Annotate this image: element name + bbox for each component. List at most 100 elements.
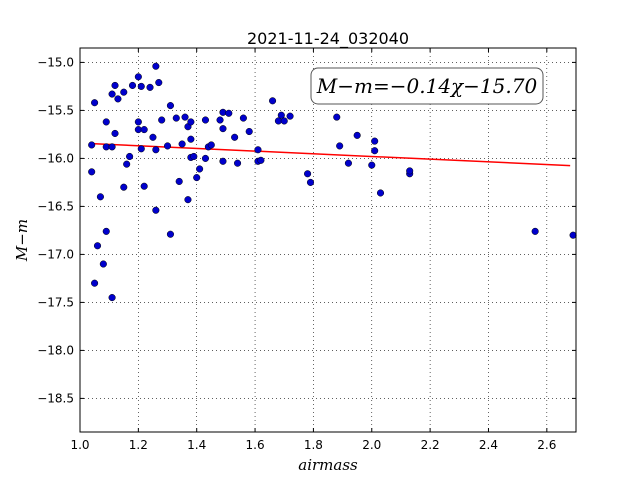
data-point bbox=[152, 206, 160, 214]
data-point bbox=[201, 154, 210, 162]
data-point bbox=[140, 182, 148, 190]
data-point bbox=[353, 131, 361, 139]
data-point bbox=[531, 227, 539, 235]
data-point bbox=[196, 165, 204, 173]
data-point bbox=[152, 146, 160, 154]
fit-annotation: M−m=−0.14χ−15.70 bbox=[310, 67, 544, 105]
y-tick-label: −16.0 bbox=[37, 151, 74, 165]
data-point bbox=[88, 168, 96, 176]
data-point bbox=[219, 108, 227, 116]
data-point bbox=[225, 109, 233, 117]
data-point bbox=[286, 112, 294, 120]
fit-line bbox=[91, 142, 571, 167]
data-point bbox=[146, 83, 154, 91]
data-point bbox=[166, 102, 174, 110]
data-point bbox=[193, 174, 201, 182]
data-point bbox=[231, 133, 239, 141]
y-axis-label: M−m bbox=[13, 219, 31, 262]
grid-lines bbox=[79, 48, 576, 432]
data-point bbox=[120, 88, 128, 96]
data-point bbox=[128, 81, 137, 89]
x-tick-label: 1.2 bbox=[129, 438, 148, 452]
x-tick-label: 1.0 bbox=[70, 438, 89, 452]
data-point bbox=[166, 230, 174, 238]
data-point bbox=[96, 193, 104, 201]
data-point bbox=[207, 141, 215, 149]
data-point bbox=[368, 161, 376, 169]
data-point bbox=[254, 146, 262, 154]
data-point bbox=[187, 135, 195, 143]
data-point bbox=[306, 178, 315, 186]
data-points bbox=[88, 62, 577, 302]
data-point bbox=[190, 152, 198, 161]
data-point bbox=[163, 142, 172, 150]
annotation-text: M−m=−0.14χ−15.70 bbox=[316, 74, 538, 98]
data-point bbox=[134, 73, 142, 81]
data-point bbox=[140, 126, 148, 134]
data-point bbox=[178, 140, 186, 148]
chart-title: 2021-11-24_032040 bbox=[247, 29, 409, 49]
data-point bbox=[93, 242, 102, 250]
plot-frame bbox=[79, 47, 577, 433]
x-tick-label: 1.4 bbox=[187, 438, 206, 452]
annotation-box bbox=[310, 67, 544, 105]
data-point bbox=[126, 152, 134, 161]
data-point bbox=[216, 116, 224, 124]
y-tick-label: −15.0 bbox=[37, 55, 74, 69]
data-point bbox=[219, 125, 227, 133]
data-point bbox=[102, 227, 110, 235]
y-tick-label: −18.5 bbox=[37, 391, 74, 405]
data-point bbox=[257, 156, 265, 164]
x-tick-label: 2.2 bbox=[421, 438, 440, 452]
y-tick-label: −16.5 bbox=[37, 199, 74, 213]
data-point bbox=[120, 183, 128, 191]
data-point bbox=[123, 160, 131, 168]
axis-ticks: 1.0 1.2 1.4 1.6 1.8 2.0 2.2 2.4 2.6 −15.0 −15.5 −16… bbox=[37, 48, 576, 452]
data-point bbox=[336, 142, 344, 150]
x-tick-label: 2.0 bbox=[362, 438, 381, 452]
data-point bbox=[149, 133, 157, 141]
x-tick-label: 2.6 bbox=[537, 438, 556, 452]
data-point bbox=[219, 157, 227, 165]
data-point bbox=[277, 111, 285, 119]
data-point bbox=[304, 170, 312, 178]
data-point bbox=[184, 196, 192, 204]
data-point bbox=[569, 231, 577, 239]
y-tick-label: −15.5 bbox=[37, 103, 74, 117]
fit-line-layer bbox=[91, 142, 571, 167]
x-tick-label: 1.8 bbox=[304, 438, 323, 452]
data-point bbox=[269, 97, 277, 105]
x-tick-label: 2.4 bbox=[479, 438, 498, 452]
data-point bbox=[201, 116, 210, 124]
data-point bbox=[152, 62, 160, 70]
data-point bbox=[376, 189, 385, 197]
data-point bbox=[344, 159, 352, 167]
y-tick-label: −18.0 bbox=[37, 343, 74, 357]
data-point bbox=[158, 116, 166, 124]
y-tick-label: −17.5 bbox=[37, 295, 74, 309]
y-tick-label: −17.0 bbox=[37, 247, 74, 261]
data-point bbox=[406, 167, 414, 175]
data-point bbox=[371, 147, 379, 155]
data-point bbox=[234, 159, 242, 167]
data-point bbox=[155, 79, 163, 87]
data-point bbox=[137, 82, 145, 90]
data-point bbox=[137, 145, 145, 153]
data-point bbox=[91, 279, 99, 287]
data-point bbox=[371, 137, 379, 145]
x-axis-label: airmass bbox=[298, 456, 358, 474]
data-point bbox=[88, 141, 96, 149]
data-point bbox=[181, 113, 189, 121]
data-point bbox=[108, 90, 116, 98]
x-tick-label: 1.6 bbox=[246, 438, 265, 452]
data-point bbox=[91, 99, 99, 107]
data-point bbox=[187, 118, 195, 126]
data-point bbox=[102, 118, 110, 126]
data-point bbox=[108, 143, 116, 151]
data-point bbox=[134, 118, 142, 126]
data-point bbox=[114, 95, 122, 103]
data-point bbox=[245, 127, 253, 136]
data-point bbox=[280, 117, 288, 125]
data-point bbox=[333, 113, 341, 121]
